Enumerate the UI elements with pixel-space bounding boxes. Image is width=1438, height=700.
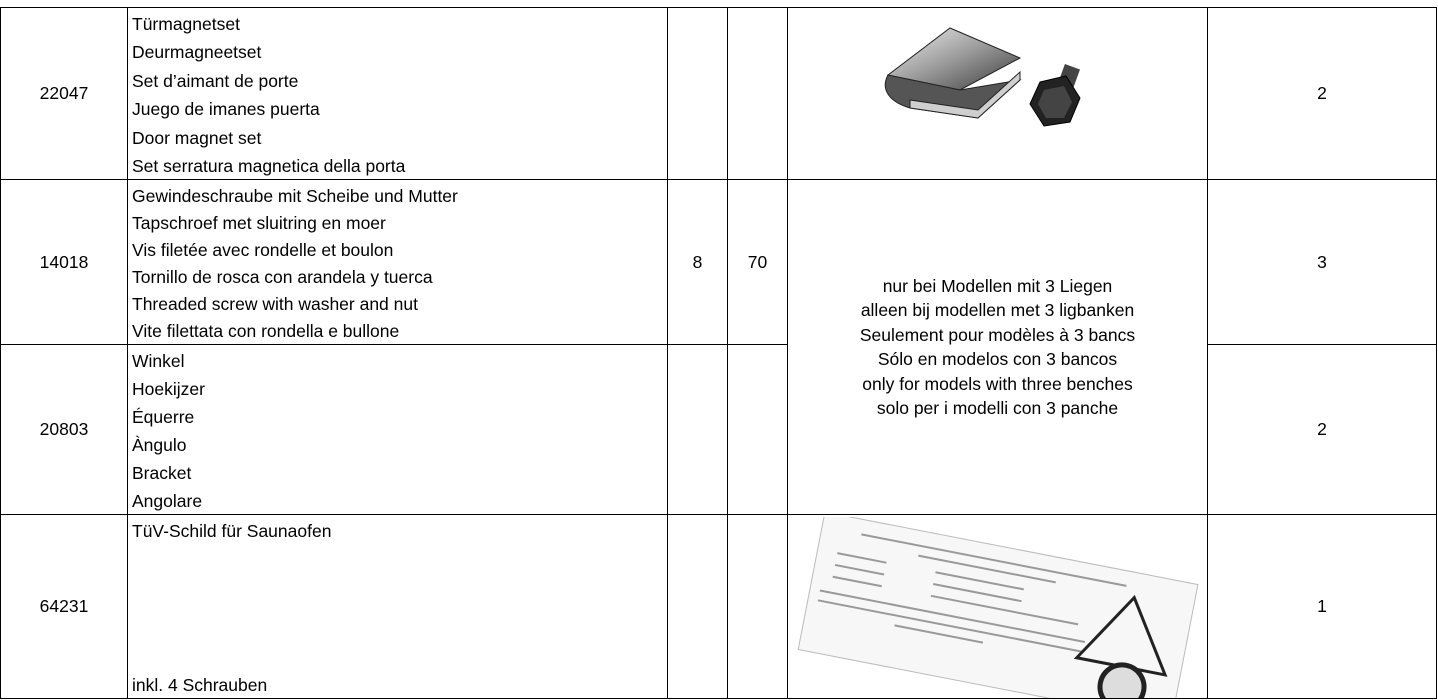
note-line: alleen bij modellen met 3 ligbanken bbox=[860, 300, 1135, 320]
quantity: 2 bbox=[1207, 7, 1437, 180]
description-line: Bracket bbox=[132, 463, 192, 483]
length bbox=[727, 7, 788, 180]
quantity: 1 bbox=[1207, 514, 1437, 699]
description-line: Set serratura magnetica della porta bbox=[132, 155, 406, 176]
note-line: Sólo en modelos con 3 bancos bbox=[877, 349, 1118, 369]
description-line: Deurmagneetset bbox=[132, 42, 262, 63]
note-line: solo per i modelli con 3 panche bbox=[876, 398, 1119, 418]
description-line: Àngulo bbox=[132, 435, 187, 455]
description-line: Vis filetée avec rondelle et boulon bbox=[132, 240, 394, 260]
description-line: Door magnet set bbox=[132, 127, 262, 148]
description: Winkel Hoekijzer Équerre Àngulo Bracket Angol… bbox=[127, 344, 668, 515]
description-line: Hoekijzer bbox=[132, 379, 205, 399]
description-line: Angolare bbox=[132, 491, 203, 511]
diameter bbox=[667, 344, 728, 515]
length bbox=[727, 344, 788, 515]
door-magnet-image bbox=[884, 27, 1081, 127]
diameter bbox=[667, 514, 728, 699]
part-number: 20803 bbox=[0, 344, 128, 515]
diameter: 8 bbox=[667, 179, 728, 345]
description-line: inkl. 4 Schrauben bbox=[132, 675, 268, 695]
description-line: TüV-Schild für Saunaofen bbox=[132, 521, 332, 541]
note: nur bei Modellen mit 3 Liegen alleen bij … bbox=[787, 179, 1208, 515]
note-line: Seulement pour modèles à 3 bancs bbox=[859, 324, 1136, 345]
description: Türmagnetset Deurmagneetset Set d’aimant d… bbox=[127, 7, 668, 180]
part-number: 22047 bbox=[0, 7, 128, 180]
description-line: Tapschroef met sluitring en moer bbox=[132, 213, 386, 233]
length: 70 bbox=[727, 179, 788, 345]
description-line: Gewindeschraube mit Scheibe und Mutter bbox=[132, 186, 458, 206]
description-line: Tornillo de rosca con arandela y tuerca bbox=[132, 267, 433, 287]
quantity: 2 bbox=[1207, 344, 1437, 515]
tuv-label-image bbox=[797, 517, 1199, 698]
description-line: Vite filettata con rondella e bullone bbox=[132, 321, 400, 341]
description-line: Juego de imanes puerta bbox=[132, 99, 320, 120]
description-line: Winkel bbox=[132, 351, 185, 371]
description-line: Türmagnetset bbox=[132, 14, 240, 34]
note-line: only for models with three benches bbox=[862, 373, 1133, 394]
length bbox=[727, 514, 788, 699]
note-line: nur bei Modellen mit 3 Liegen bbox=[882, 275, 1113, 296]
description-line: Set d’aimant de porte bbox=[132, 70, 299, 91]
description-line: Équerre bbox=[132, 407, 195, 427]
description-line: Threaded screw with washer and nut bbox=[132, 294, 418, 314]
diameter bbox=[667, 7, 728, 180]
description: Gewindeschraube mit Scheibe und Mutter Ta… bbox=[127, 179, 668, 345]
description: TüV-Schild für Saunaofen inkl. 4 Schraube… bbox=[127, 514, 668, 699]
part-number: 14018 bbox=[0, 179, 128, 345]
quantity: 3 bbox=[1207, 179, 1437, 345]
part-number: 64231 bbox=[0, 514, 128, 699]
